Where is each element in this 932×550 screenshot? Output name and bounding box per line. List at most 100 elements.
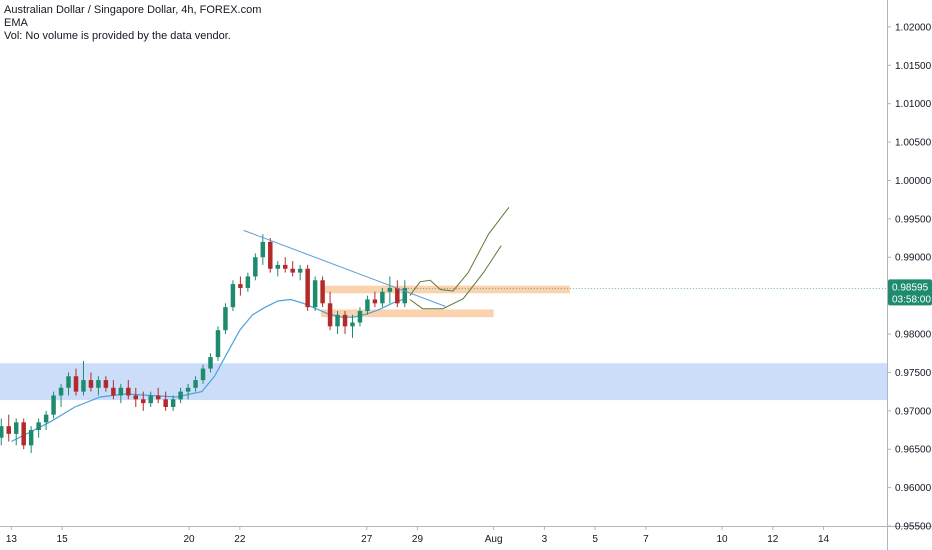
zone-blue-0 <box>0 363 887 401</box>
x-tick-label: 29 <box>412 534 424 545</box>
volume-note: Vol: No volume is provided by the data v… <box>4 30 231 42</box>
y-tick-label: 0.99000 <box>895 253 932 264</box>
ema-indicator-label[interactable]: EMA <box>4 17 28 29</box>
candle <box>58 383 64 407</box>
candle <box>155 387 161 404</box>
candle-body <box>335 314 340 327</box>
candle-body <box>380 291 385 304</box>
chart-legend: Australian Dollar / Singapore Dollar, 4h… <box>4 4 261 43</box>
y-tick-label: 1.01000 <box>895 99 932 110</box>
candle-body <box>357 310 363 323</box>
candle <box>357 307 363 327</box>
x-tick-label: 15 <box>57 534 69 545</box>
candle-body <box>118 387 124 396</box>
candle <box>395 280 400 308</box>
candle <box>282 257 288 273</box>
candle-body <box>148 395 153 404</box>
candle <box>245 272 251 292</box>
candle-body <box>238 284 243 288</box>
candle-body <box>223 307 228 331</box>
candle <box>238 276 243 296</box>
candle <box>148 391 153 407</box>
bar-countdown: 03:58:00 <box>892 294 931 305</box>
x-tick-label: 10 <box>716 534 728 545</box>
candle-body <box>402 287 408 304</box>
candle <box>380 287 385 308</box>
candle-body <box>297 268 303 273</box>
candle-body <box>200 368 206 381</box>
x-tick-label: Aug <box>485 534 503 545</box>
x-tick-label: 12 <box>767 534 779 545</box>
candle <box>372 291 378 308</box>
x-tick-label: 22 <box>234 534 246 545</box>
candle-body <box>245 276 251 288</box>
candle <box>327 291 333 331</box>
y-tick-label: 1.00500 <box>895 138 932 149</box>
trendline <box>243 229 446 307</box>
y-tick-label: 0.97000 <box>895 406 932 417</box>
candle <box>215 326 221 361</box>
candle-body <box>342 314 348 327</box>
candle <box>118 383 124 404</box>
x-tick-label: 5 <box>592 534 598 545</box>
candle-body <box>81 380 86 392</box>
zone-orange-1 <box>321 285 570 294</box>
candle <box>223 303 228 335</box>
candle-body <box>395 287 400 304</box>
candle <box>290 261 295 277</box>
candle <box>141 391 146 411</box>
candle <box>0 418 4 446</box>
candle-body <box>51 395 56 415</box>
y-tick-label: 0.95500 <box>895 522 932 533</box>
candle <box>96 376 101 396</box>
symbol-title[interactable]: Australian Dollar / Singapore Dollar, 4h… <box>4 4 262 16</box>
candle <box>66 372 71 396</box>
candle <box>51 391 56 419</box>
candle-body <box>103 380 109 388</box>
candle-body <box>43 414 49 423</box>
candle-body <box>268 241 273 269</box>
candle <box>193 376 198 392</box>
candle <box>387 276 393 304</box>
candle <box>43 410 49 431</box>
candle <box>230 280 236 311</box>
candle-body <box>372 299 378 304</box>
projection-path-0 <box>409 206 510 296</box>
candle <box>6 414 11 442</box>
candle-body <box>28 430 34 446</box>
zone-orange-2 <box>321 309 494 318</box>
candle <box>260 234 266 265</box>
candle <box>320 276 325 308</box>
candle <box>200 364 206 384</box>
candle-body <box>208 357 213 369</box>
candle-body <box>305 268 310 308</box>
candle <box>275 261 281 277</box>
candle <box>73 368 79 396</box>
candle <box>133 387 139 407</box>
candle-body <box>350 322 355 327</box>
candle-body <box>111 387 116 396</box>
candle-body <box>253 257 258 277</box>
candle-body <box>178 391 183 400</box>
candle-body <box>230 284 236 308</box>
candle <box>253 253 258 281</box>
candle <box>88 372 94 392</box>
candle <box>312 276 318 311</box>
x-tick-label: 13 <box>6 534 18 545</box>
candle-body <box>163 399 168 407</box>
candle-body <box>320 280 325 304</box>
candle <box>305 264 310 311</box>
x-tick-label: 7 <box>643 534 649 545</box>
candle-body <box>215 330 221 358</box>
candle-body <box>141 399 146 404</box>
candle <box>297 264 303 281</box>
candle <box>335 310 340 335</box>
y-tick-label: 1.02000 <box>895 22 932 33</box>
projection-path-1 <box>409 245 502 310</box>
y-tick-label: 0.96500 <box>895 445 932 456</box>
y-tick-label: 0.98000 <box>895 330 932 341</box>
candle <box>81 360 86 396</box>
candle-body <box>88 380 94 388</box>
candle-body <box>275 264 281 269</box>
